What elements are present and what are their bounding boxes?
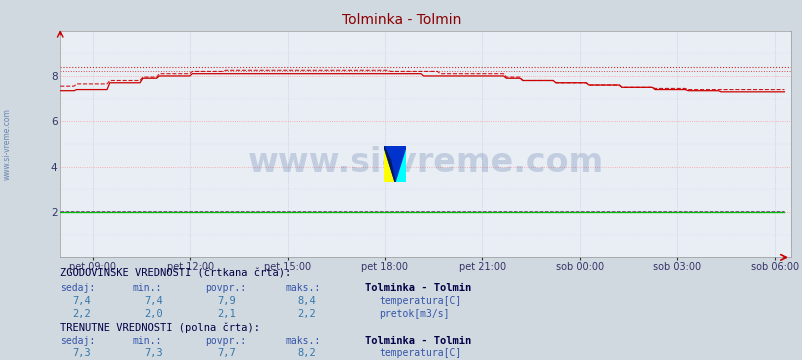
Text: 7,7: 7,7 <box>217 348 235 358</box>
Text: 2,2: 2,2 <box>297 309 315 319</box>
Text: 7,9: 7,9 <box>217 296 235 306</box>
Text: Tolminka - Tolmin: Tolminka - Tolmin <box>342 13 460 27</box>
Text: maks.:: maks.: <box>285 336 320 346</box>
Text: sedaj:: sedaj: <box>60 336 95 346</box>
Text: sedaj:: sedaj: <box>60 283 95 293</box>
Text: TRENUTNE VREDNOSTI (polna črta):: TRENUTNE VREDNOSTI (polna črta): <box>60 322 260 333</box>
Text: 2,2: 2,2 <box>72 309 91 319</box>
Text: maks.:: maks.: <box>285 283 320 293</box>
Polygon shape <box>383 146 395 182</box>
Polygon shape <box>383 146 406 182</box>
Text: povpr.:: povpr.: <box>205 336 245 346</box>
Text: Tolminka - Tolmin: Tolminka - Tolmin <box>365 336 471 346</box>
Text: 8,2: 8,2 <box>297 348 315 358</box>
Text: www.si-vreme.com: www.si-vreme.com <box>2 108 12 180</box>
Text: 2,0: 2,0 <box>144 309 163 319</box>
Text: 7,4: 7,4 <box>72 296 91 306</box>
Text: min.:: min.: <box>132 336 162 346</box>
Text: 8,4: 8,4 <box>297 296 315 306</box>
Text: pretok[m3/s]: pretok[m3/s] <box>379 309 449 319</box>
Text: temperatura[C]: temperatura[C] <box>379 296 460 306</box>
Polygon shape <box>395 146 406 182</box>
Text: 7,4: 7,4 <box>144 296 163 306</box>
Text: ZGODOVINSKE VREDNOSTI (črtkana črta):: ZGODOVINSKE VREDNOSTI (črtkana črta): <box>60 268 291 278</box>
Text: 7,3: 7,3 <box>72 348 91 358</box>
Text: www.si-vreme.com: www.si-vreme.com <box>247 146 603 179</box>
Text: temperatura[C]: temperatura[C] <box>379 348 460 358</box>
Polygon shape <box>383 146 395 182</box>
Text: Tolminka - Tolmin: Tolminka - Tolmin <box>365 283 471 293</box>
Text: 2,1: 2,1 <box>217 309 235 319</box>
Text: min.:: min.: <box>132 283 162 293</box>
Text: 7,3: 7,3 <box>144 348 163 358</box>
Text: povpr.:: povpr.: <box>205 283 245 293</box>
